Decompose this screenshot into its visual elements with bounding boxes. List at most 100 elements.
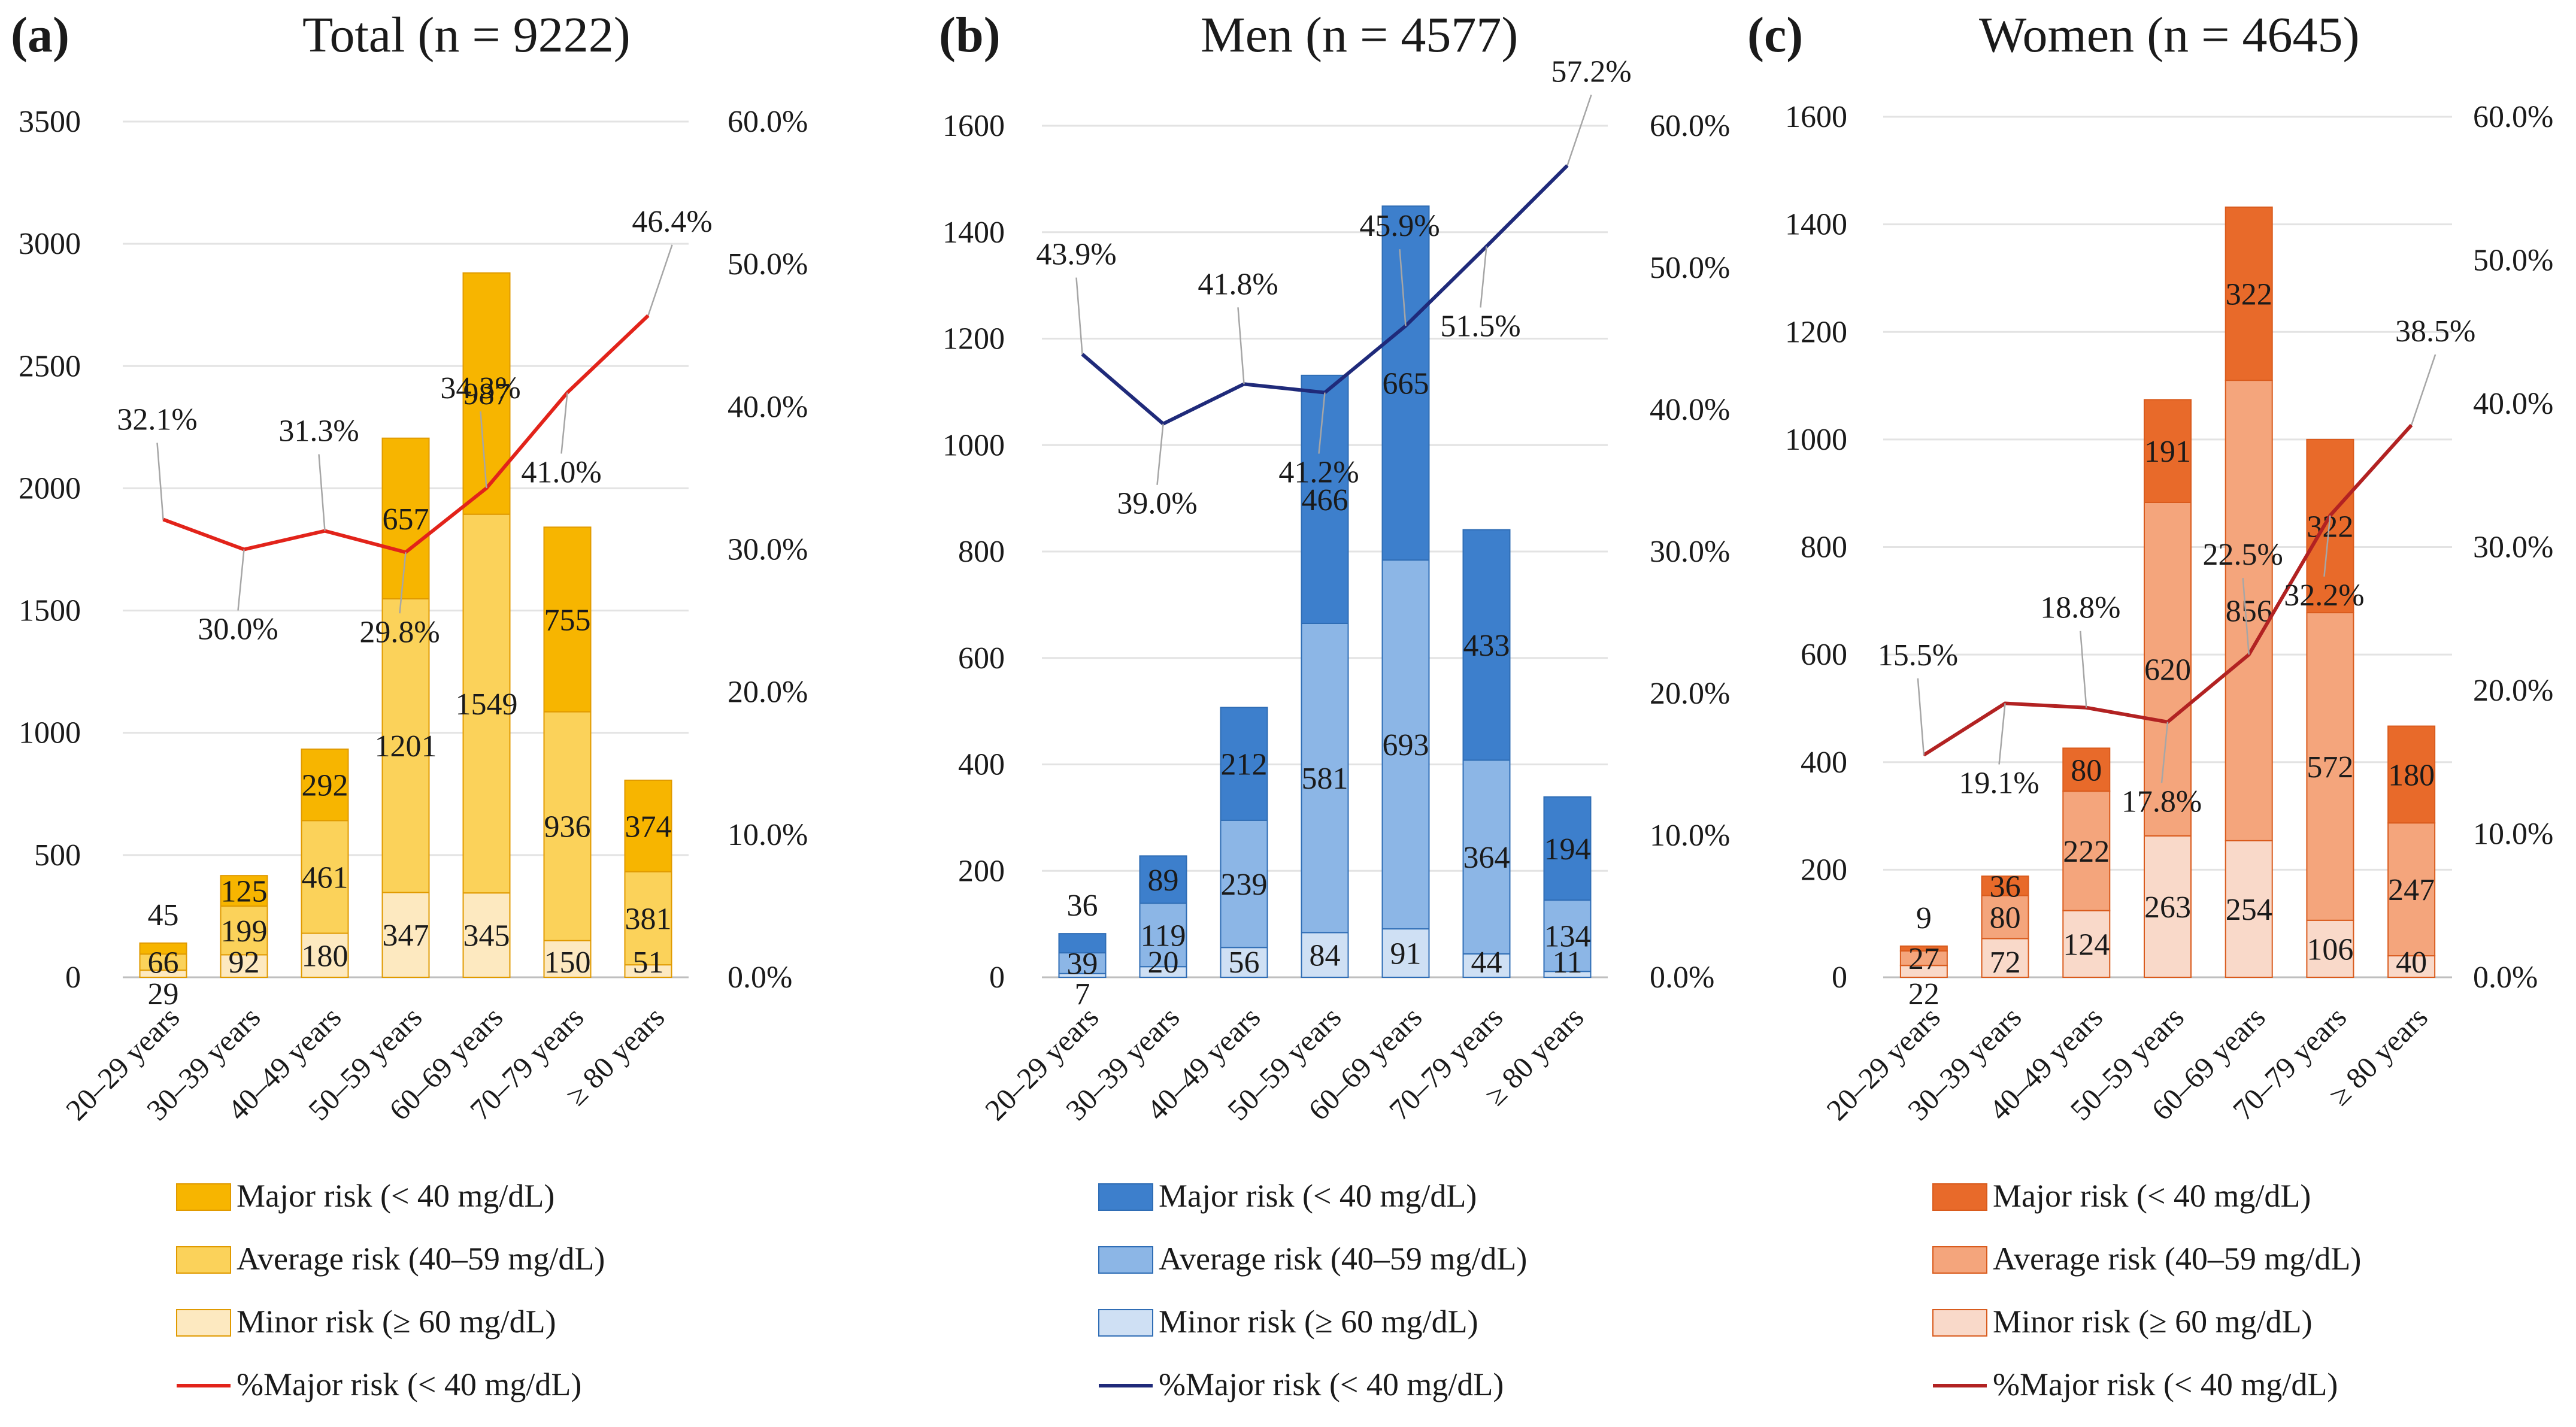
data-label-average: 572: [2307, 750, 2353, 784]
y2-tick-label: 50.0%: [1650, 251, 1730, 285]
data-label-minor: 29: [148, 977, 179, 1011]
percent-leader: [2410, 354, 2436, 426]
bar-segment-minor: [1220, 947, 1268, 978]
y2-tick-label: 50.0%: [2473, 244, 2553, 278]
bar-segment-average: [1543, 899, 1592, 972]
data-label-major: 466: [1302, 483, 1348, 517]
percent-leader: [1156, 423, 1164, 485]
percent-leader: [2160, 722, 2169, 783]
data-label-average: 381: [625, 902, 672, 936]
data-label-major: 45: [148, 898, 179, 932]
data-label-average: 1549: [456, 687, 518, 722]
panel-letter: (a): [11, 7, 69, 63]
y-tick-label: 3000: [19, 227, 81, 261]
percent-label: 34.3%: [440, 371, 520, 405]
legend-item-major: Major risk (< 40 mg/dL): [1098, 1178, 1477, 1214]
percent-label: 38.5%: [2395, 314, 2475, 349]
percent-label: 17.8%: [2122, 785, 2202, 819]
percent-label: 41.2%: [1278, 456, 1359, 490]
y-tick-label: 1500: [19, 594, 81, 628]
bar-segment-major: [301, 749, 349, 822]
bar-segment-major: [1462, 529, 1511, 761]
chart-panel-1: (b) Men (n = 4577) 0 200 400 600 800 1000 1200 14…: [939, 7, 1730, 1402]
chart-title: Men (n = 4577): [1201, 7, 1518, 63]
y2-tick-label: 60.0%: [728, 105, 808, 139]
percent-leader: [2080, 631, 2087, 708]
chart-title-main: Women: [1979, 7, 2147, 63]
y2-tick-label: 40.0%: [728, 390, 808, 424]
bar-segment-major: [381, 437, 430, 599]
data-label-minor: 44: [1471, 946, 1502, 980]
data-label-major: 125: [221, 875, 268, 909]
percent-leader: [399, 552, 407, 614]
bar-segment-average: [220, 905, 268, 956]
chart-title-main: Men: [1201, 7, 1305, 63]
y2-tick-label: 0.0%: [728, 961, 792, 995]
chart-title-n: (n = 4645): [2147, 7, 2359, 63]
bar-segment-major: [2144, 399, 2192, 503]
bar-segment-average: [1058, 952, 1107, 974]
bar-segment-major: [2225, 206, 2273, 381]
legend-item-line: %Major risk (< 40 mg/dL): [177, 1367, 581, 1402]
y-tick-label: 1400: [1785, 208, 1847, 242]
bar-segment-minor: [301, 932, 349, 978]
data-label-major: 9: [1916, 901, 1932, 935]
bar-segment-major: [220, 875, 268, 907]
data-label-minor: 263: [2144, 890, 2191, 925]
data-label-minor: 22: [1908, 977, 1939, 1011]
percent-label: 32.2%: [2284, 578, 2364, 613]
percent-leader: [237, 549, 245, 611]
bar-segment-major: [1899, 945, 1948, 952]
legend-swatch: [1932, 1246, 1987, 1274]
bar-segment-major: [543, 526, 592, 713]
legend-swatch: [176, 1183, 231, 1211]
percent-leader: [156, 443, 164, 520]
legend-item-average: Average risk (40–59 mg/dL): [176, 1241, 605, 1277]
y2-tick-label: 30.0%: [728, 533, 808, 567]
percent-label: 51.5%: [1440, 309, 1520, 343]
data-label-major: 36: [1990, 869, 2021, 904]
data-label-average: 620: [2144, 653, 2191, 687]
data-label-major: 194: [1544, 832, 1591, 866]
chart-panel-2: (c) Women (n = 4645) 0 200 400 600 800 1000 1200…: [1747, 7, 2553, 1402]
percent-leader: [480, 411, 487, 489]
y-tick-label: 1400: [942, 216, 1005, 250]
bar-segment-average: [2062, 790, 2111, 911]
bar-segment-minor: [2306, 919, 2354, 978]
y2-tick-label: 10.0%: [2473, 817, 2553, 852]
data-label-minor: 92: [229, 946, 260, 980]
data-label-average: 364: [1463, 841, 1510, 875]
percent-label: 30.0%: [198, 613, 278, 647]
legend-item-major: Major risk (< 40 mg/dL): [176, 1178, 554, 1214]
legend-label: %Major risk (< 40 mg/dL): [237, 1367, 581, 1402]
legend-label: %Major risk (< 40 mg/dL): [1159, 1367, 1504, 1402]
legend-label: Major risk (< 40 mg/dL): [237, 1178, 554, 1214]
percent-leader: [1480, 246, 1487, 308]
legend-item-line: %Major risk (< 40 mg/dL): [1099, 1367, 1504, 1402]
percent-label: 31.3%: [278, 414, 359, 449]
bar-segment-major: [1981, 875, 2029, 896]
chart-title-main: Total: [302, 7, 417, 63]
legend-label: Minor risk (≥ 60 mg/dL): [237, 1304, 556, 1340]
percent-leader: [1998, 703, 2006, 765]
data-label-minor: 84: [1310, 939, 1341, 973]
bar-segment-average: [381, 598, 430, 893]
chart-title: Women (n = 4645): [1979, 7, 2360, 63]
y2-tick-label: 20.0%: [728, 675, 808, 710]
legend-swatch: [1098, 1309, 1153, 1337]
data-label-average: 1201: [375, 729, 437, 764]
y2-tick-label: 10.0%: [1650, 819, 1730, 853]
data-label-minor: 40: [2396, 946, 2427, 980]
bar-segment-minor: [2225, 840, 2273, 978]
data-label-minor: 180: [302, 939, 348, 973]
legend-item-average: Average risk (40–59 mg/dL): [1098, 1241, 1527, 1277]
percent-leader: [560, 392, 568, 454]
data-label-minor: 91: [1390, 937, 1422, 971]
data-label-major: 180: [2388, 758, 2435, 792]
y-tick-label: 800: [1801, 531, 1847, 565]
legend-swatch: [1098, 1183, 1153, 1211]
data-label-average: 247: [2388, 873, 2435, 907]
data-label-average: 461: [302, 861, 348, 895]
chart-title-n: (n = 4577): [1305, 7, 1518, 63]
